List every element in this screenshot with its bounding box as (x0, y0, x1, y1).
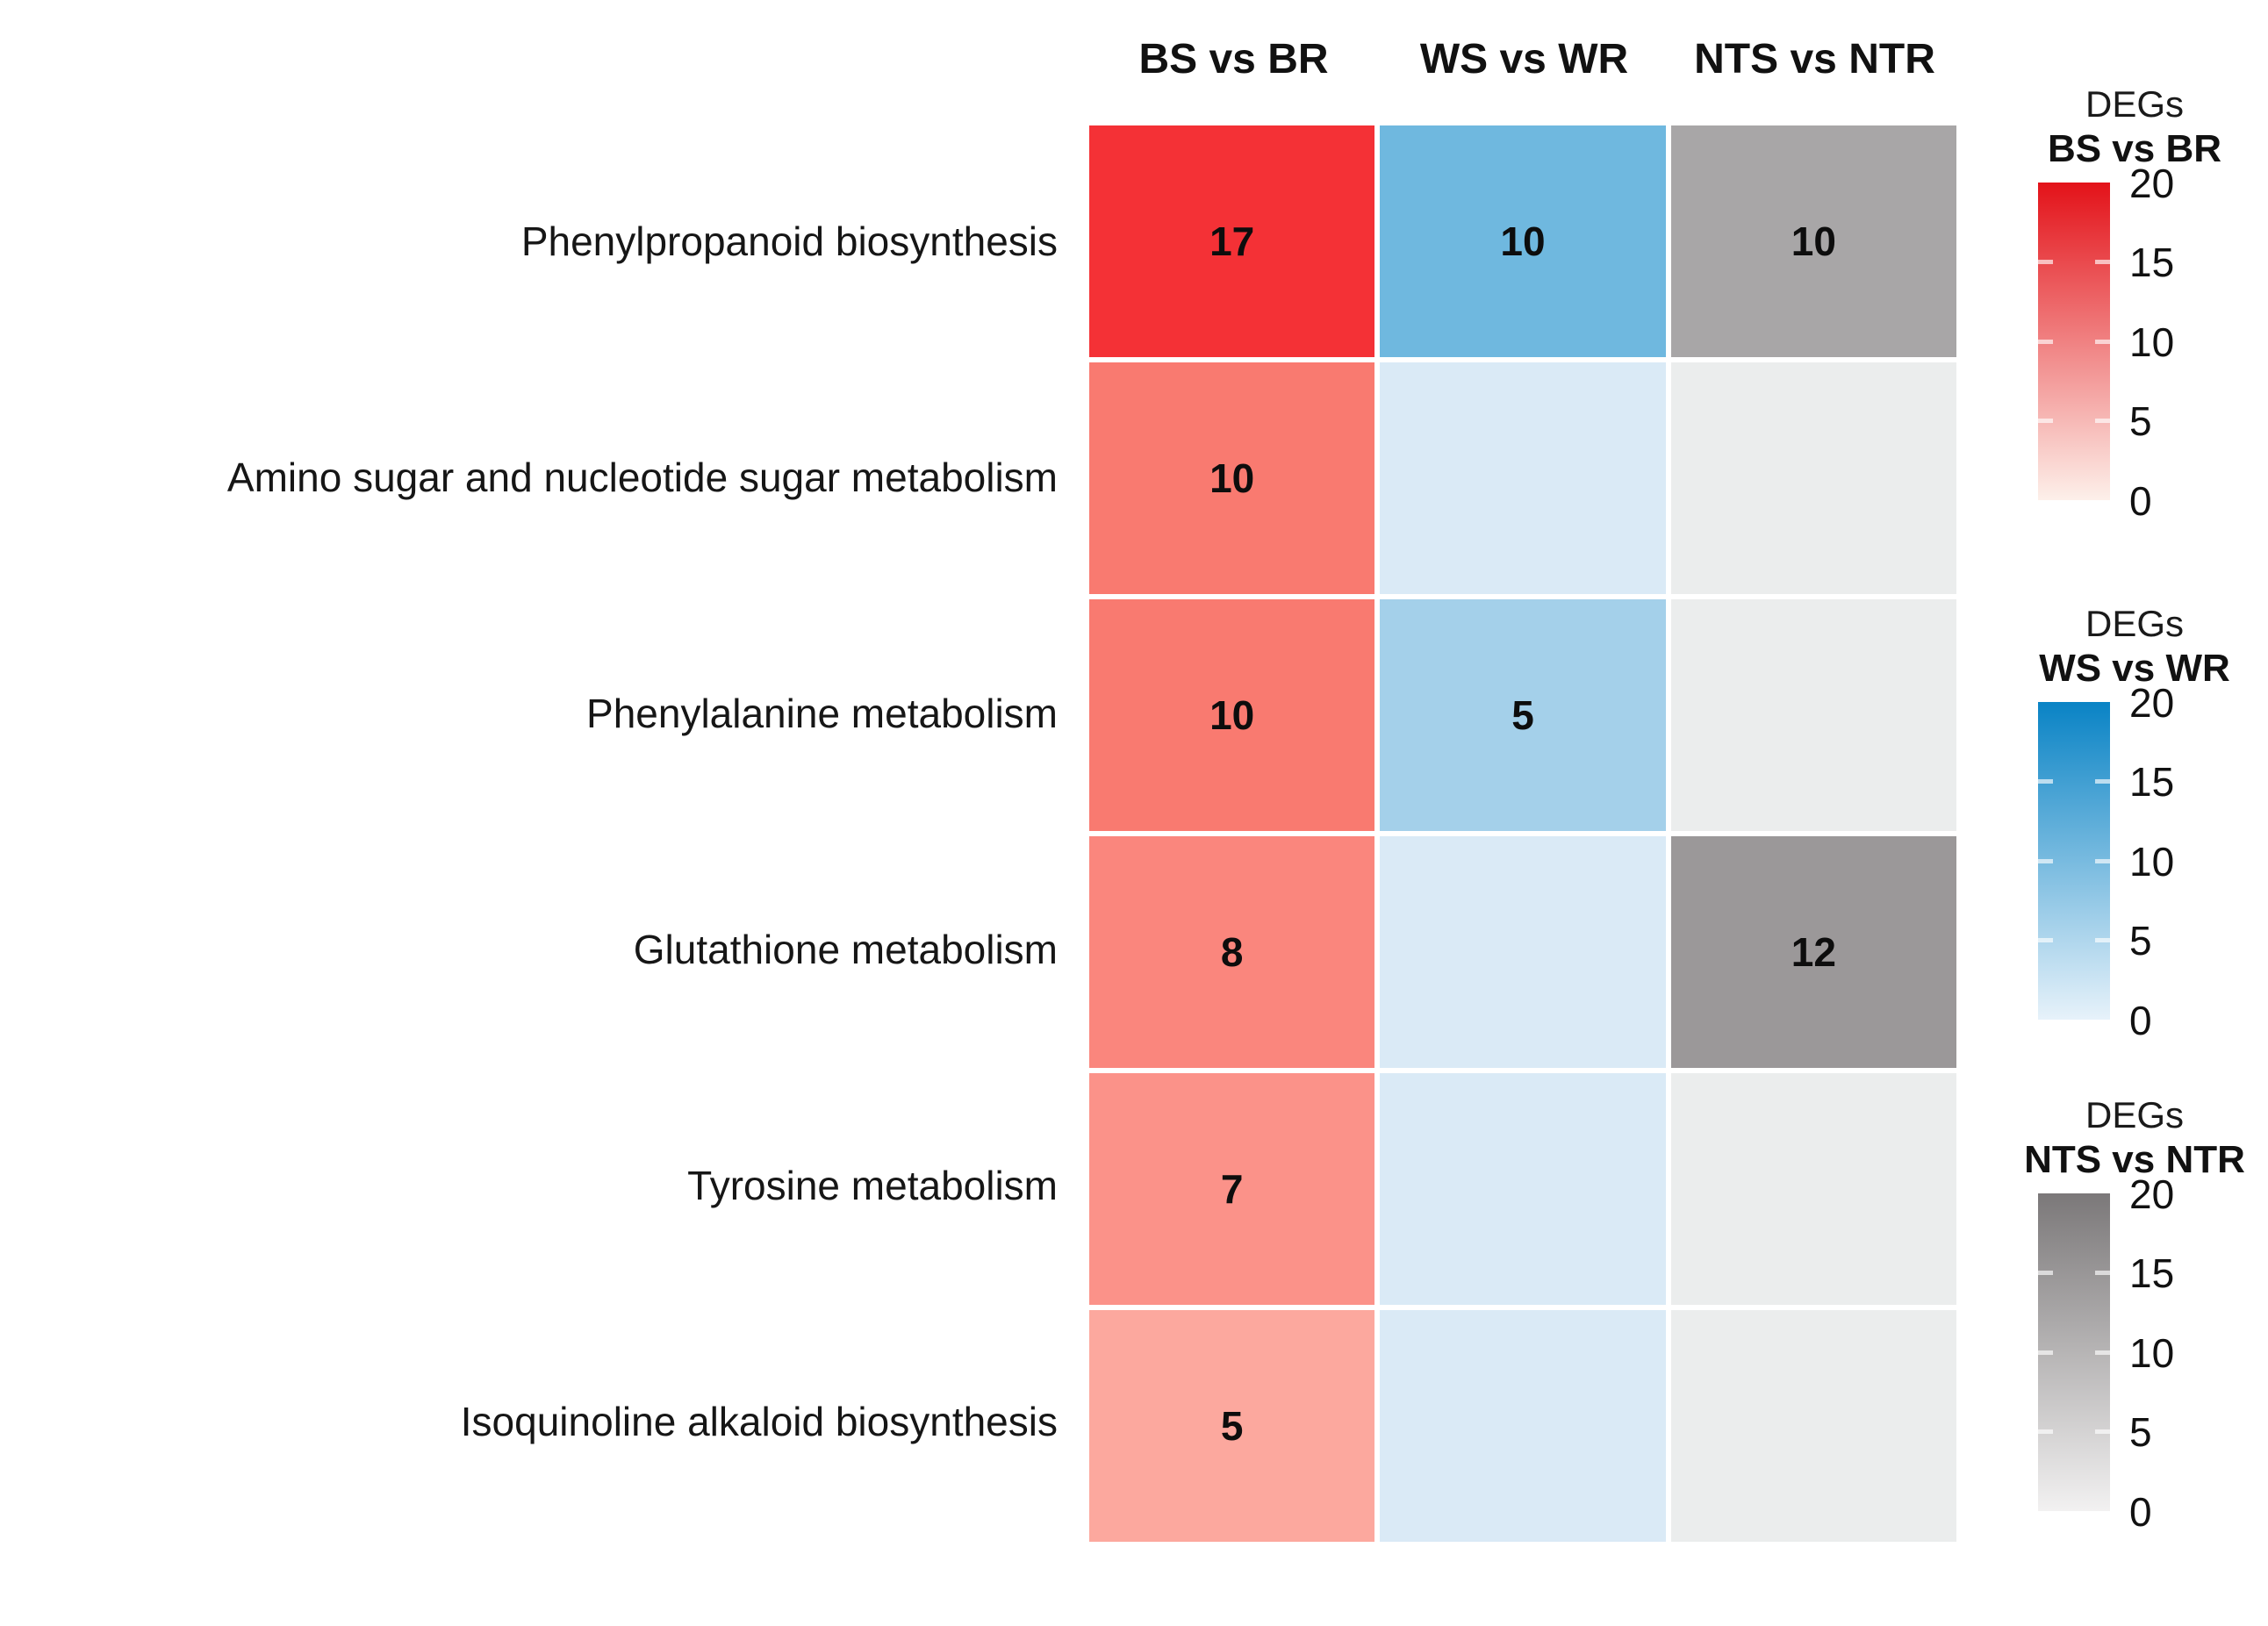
legend-tick-mark (2038, 779, 2053, 784)
row-label-phenylpropanoid-biosynthesis: Phenylpropanoid biosynthesis (520, 218, 1058, 264)
heatmap-cell: 7 (1089, 1073, 1375, 1305)
column-header-ws-vs-wr: WS vs WR (1419, 36, 1629, 82)
legend-gradient-bar-red (2038, 183, 2110, 500)
heatmap-cell (1670, 599, 1956, 831)
heatmap-cell (1380, 1310, 1666, 1542)
heatmap-cell (1670, 362, 1956, 594)
legend-title-degs: DEGs (2085, 1094, 2184, 1135)
heatmap-cell (1380, 362, 1666, 594)
heatmap-cell: 5 (1380, 599, 1666, 831)
heatmap-cell (1670, 1310, 1956, 1542)
legend-tick-label: 0 (2129, 998, 2152, 1043)
legend-tick-label: 5 (2129, 1409, 2152, 1455)
legend-tick-label: 10 (2129, 319, 2175, 365)
legend-tick-label: 15 (2129, 759, 2175, 805)
legend-subtitle-ws-vs-wr: WS vs WR (2039, 647, 2230, 690)
heatmap-cell: 10 (1670, 125, 1956, 357)
legend-subtitle-bs-vs-br: BS vs BR (2047, 127, 2222, 170)
legend-tick-label: 10 (2129, 839, 2175, 885)
row-label-glutathione-metabolism: Glutathione metabolism (633, 927, 1058, 972)
heatmap-cell: 10 (1380, 125, 1666, 357)
legend-tick-mark (2095, 340, 2110, 344)
legend-tick-label: 10 (2129, 1330, 2175, 1376)
legend-gradient-bar-gray (2038, 1193, 2110, 1511)
row-label-phenylalanine-metabolism: Phenylalanine metabolism (586, 691, 1058, 736)
heatmap-cell (1380, 836, 1666, 1068)
row-label-amino-sugar-metabolism: Amino sugar and nucleotide sugar metabol… (226, 455, 1058, 500)
legend-tick-label: 15 (2129, 1250, 2175, 1296)
legend-subtitle-nts-vs-ntr: NTS vs NTR (2024, 1138, 2245, 1181)
legend-tick-mark (2038, 1271, 2053, 1275)
legend-tick-mark (2095, 938, 2110, 942)
legend-tick-mark (2038, 1350, 2053, 1355)
heatmap-cell: 17 (1089, 125, 1375, 357)
heatmap-cell: 10 (1089, 362, 1375, 594)
legend-tick-mark (2095, 1429, 2110, 1434)
heatmap-cell: 12 (1670, 836, 1956, 1068)
legend-tick-label: 15 (2129, 240, 2175, 285)
legend-tick-mark (2095, 1271, 2110, 1275)
legend-tick-mark (2095, 779, 2110, 784)
legend-tick-label: 5 (2129, 398, 2152, 444)
heatmap-cell: 5 (1089, 1310, 1375, 1542)
legend-tick-mark (2038, 340, 2053, 344)
column-header-nts-vs-ntr: NTS vs NTR (1694, 36, 1935, 82)
legend-tick-mark (2095, 419, 2110, 423)
heatmap-cell (1670, 1073, 1956, 1305)
legend-tick-mark (2038, 419, 2053, 423)
legend-title-degs: DEGs (2085, 83, 2184, 125)
legend-tick-mark (2038, 859, 2053, 863)
legend-tick-mark (2038, 1429, 2053, 1434)
column-header-bs-vs-br: BS vs BR (1138, 36, 1329, 82)
legend-tick-mark (2038, 260, 2053, 264)
row-label-isoquinoline-alkaloid-biosynthesis: Isoquinoline alkaloid biosynthesis (460, 1399, 1058, 1444)
legend-gradient-bar-blue (2038, 702, 2110, 1020)
heatmap-cell: 8 (1089, 836, 1375, 1068)
legend-tick-label: 0 (2129, 1489, 2152, 1535)
legend-tick-label: 20 (2129, 680, 2175, 726)
heatmap-cell (1380, 1073, 1666, 1305)
legend-tick-label: 5 (2129, 918, 2152, 963)
heatmap-cell: 10 (1089, 599, 1375, 831)
legend-title-degs: DEGs (2085, 603, 2184, 644)
row-label-tyrosine-metabolism: Tyrosine metabolism (687, 1163, 1058, 1208)
heatmap-grid: 17 10 10 10 10 5 8 12 7 5 (1089, 125, 1956, 1542)
legend-tick-mark (2095, 260, 2110, 264)
legend-tick-mark (2095, 1350, 2110, 1355)
legend-tick-mark (2038, 938, 2053, 942)
legend-tick-label: 20 (2129, 161, 2175, 206)
legend-tick-label: 0 (2129, 478, 2152, 524)
legend-tick-label: 20 (2129, 1171, 2175, 1217)
legend-tick-mark (2095, 859, 2110, 863)
